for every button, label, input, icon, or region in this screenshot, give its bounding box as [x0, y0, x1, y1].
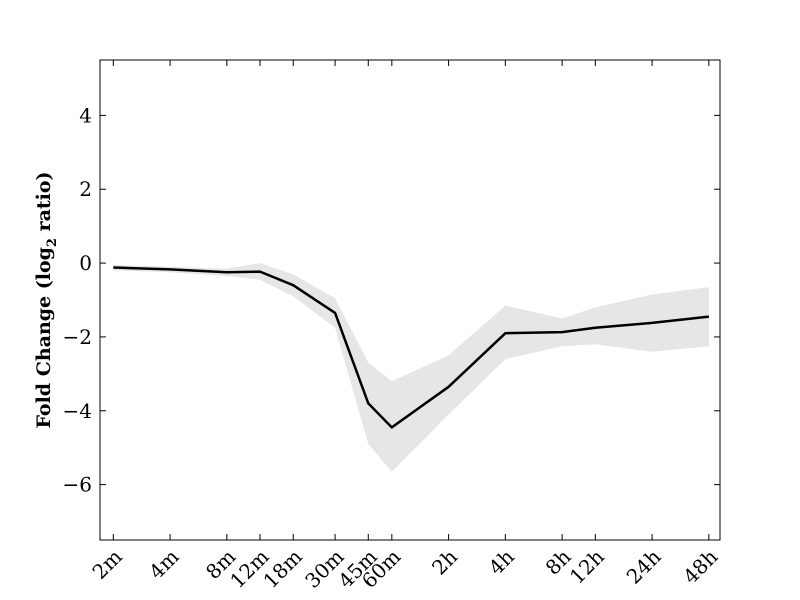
- fold-change-series-line: [113, 266, 710, 429]
- y-tick-label: −2: [63, 325, 92, 349]
- x-tick-label: 4h: [484, 544, 519, 579]
- x-tick-label: 18m: [258, 545, 306, 593]
- x-tick-label: 2m: [87, 545, 126, 584]
- y-tick-label: 4: [79, 103, 92, 127]
- x-tick-label: 2h: [427, 544, 462, 579]
- y-tick-label: 0: [79, 251, 92, 275]
- confidence-band: [113, 263, 709, 472]
- y-tick-label: −6: [63, 473, 92, 497]
- y-axis-label-subscript: 2: [45, 238, 60, 247]
- y-tick-label: −4: [63, 399, 92, 423]
- x-tick-label: 4m: [144, 545, 183, 584]
- x-tick-label: 24h: [622, 544, 666, 588]
- x-tick-label: 12h: [565, 544, 609, 588]
- y-axis-label-main: Fold Change (log: [33, 247, 55, 428]
- y-tick-label: 2: [79, 177, 92, 201]
- series-line-layer: [113, 266, 710, 429]
- plot-area-frame: [99, 59, 721, 541]
- x-tick-label: 48h: [678, 544, 722, 588]
- y-axis-label-tail: ratio): [33, 171, 55, 238]
- confidence-band-layer: [113, 263, 709, 472]
- y-axis-label: Fold Change (log2 ratio): [33, 171, 60, 428]
